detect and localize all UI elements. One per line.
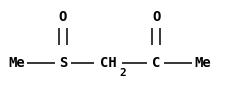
Text: S: S <box>59 56 67 70</box>
Text: O: O <box>152 10 160 24</box>
Text: Me: Me <box>194 56 211 70</box>
Text: CH: CH <box>100 56 117 70</box>
Text: C: C <box>152 56 160 70</box>
Text: O: O <box>59 10 67 24</box>
Text: Me: Me <box>8 56 25 70</box>
Text: 2: 2 <box>120 68 126 78</box>
